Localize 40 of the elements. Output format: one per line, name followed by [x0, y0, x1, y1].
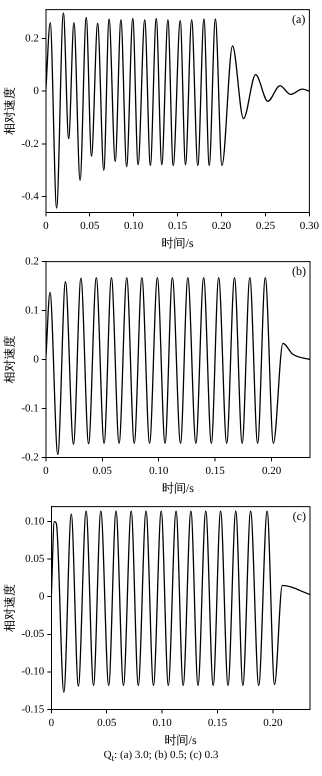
x-tick-label: 0.20 — [263, 716, 284, 729]
x-tick-label: 0.05 — [92, 464, 112, 477]
y-axis-title: 相对速度 — [2, 87, 16, 135]
y-tick-label: 0.05 — [25, 553, 45, 566]
x-axis-title: 时间/s — [162, 236, 194, 250]
y-tick-label: -0.15 — [21, 703, 45, 716]
y-tick-label: -0.2 — [21, 451, 39, 464]
text: Q$_{t}$: (a) 3.0; (b) 0.5; (c) 0.3 — [102, 749, 220, 764]
x-tick-label: 0.10 — [124, 220, 144, 232]
x-axis-title: 时间/s — [164, 732, 197, 747]
x-tick-label: 0.05 — [97, 716, 117, 729]
y-tick-label: 0 — [38, 590, 45, 603]
x-axis-title: 时间/s — [162, 480, 194, 495]
x-tick-label: 0.10 — [152, 716, 172, 729]
y-tick-label: 0.10 — [25, 516, 45, 528]
y-tick-label: -0.4 — [21, 190, 40, 202]
x-tick-label: 0.20 — [212, 220, 232, 232]
annotation: (b) — [292, 264, 306, 278]
y-tick-label: 0.1 — [25, 304, 39, 316]
y-tick-label: 0.2 — [25, 255, 39, 268]
x-tick-label: 0.15 — [208, 716, 228, 729]
x-tick-label: 0.10 — [149, 464, 169, 477]
x-tick-label: 0 — [48, 716, 55, 729]
y-axis-title: 相对速度 — [2, 336, 16, 384]
y-tick-label: 0.2 — [25, 32, 39, 44]
x-tick-label: 0.05 — [80, 220, 100, 232]
annotation: (a) — [292, 12, 306, 26]
y-tick-label: -0.05 — [21, 628, 45, 640]
y-tick-label: 0 — [33, 353, 40, 366]
y-tick-label: -0.10 — [21, 666, 45, 678]
annotation: (c) — [292, 508, 306, 523]
x-tick-label: 0.30 — [300, 220, 320, 232]
x-tick-label: 0.15 — [168, 220, 188, 232]
y-axis-title: 相对速度 — [2, 584, 16, 632]
x-tick-label: 0.20 — [262, 464, 282, 477]
x-tick-label: 0.25 — [256, 220, 276, 232]
y-tick-label: 0 — [33, 85, 40, 98]
x-tick-label: 0.15 — [206, 464, 226, 477]
y-tick-label: -0.2 — [21, 138, 39, 150]
y-tick-label: -0.1 — [21, 402, 39, 414]
